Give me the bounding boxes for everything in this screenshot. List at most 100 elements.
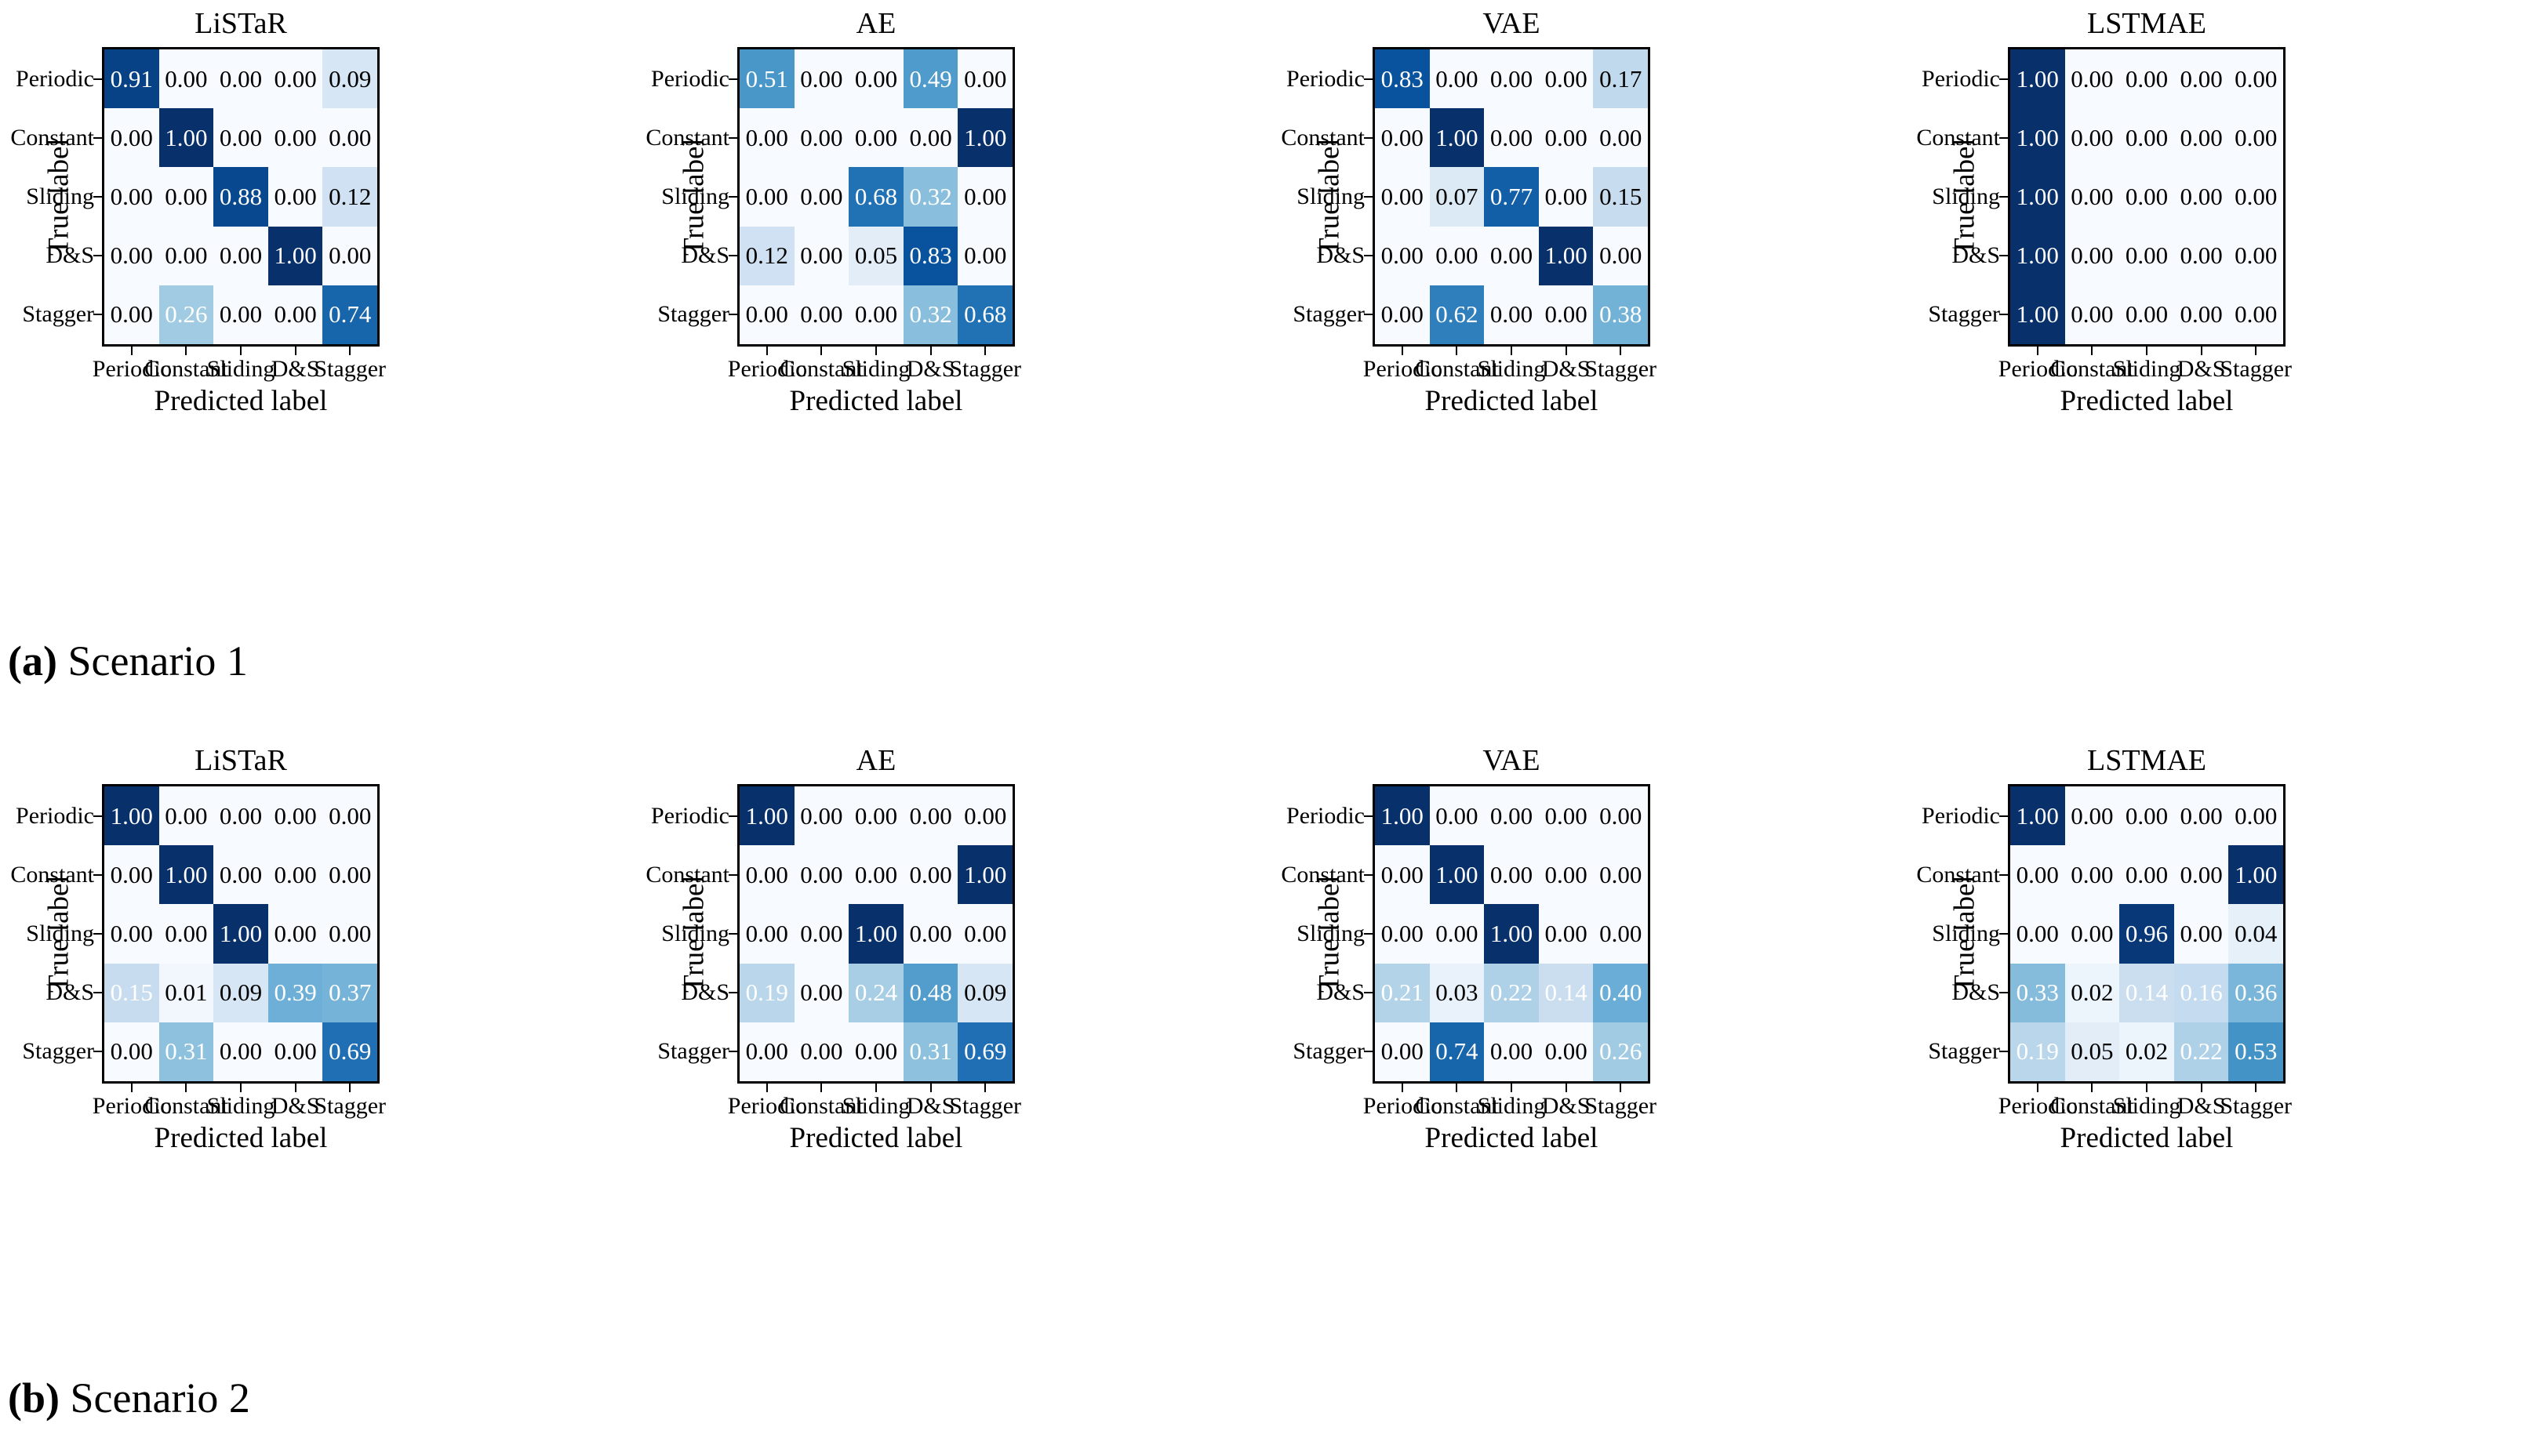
matrix-cell: 0.00	[794, 904, 849, 964]
matrix-cell: 1.00	[2010, 167, 2065, 227]
y-tick-label: D&S	[45, 242, 94, 269]
y-tick-label: Sliding	[661, 920, 729, 946]
x-tick-mark	[766, 1084, 768, 1092]
matrix-cell: 0.00	[1429, 786, 1485, 846]
matrix-cell: 0.00	[158, 904, 214, 964]
x-tick-mark	[929, 347, 932, 355]
matrix-cell: 0.00	[794, 786, 849, 846]
matrix-cell: 0.00	[213, 49, 268, 109]
matrix-cell: 0.00	[740, 904, 795, 964]
matrix-cell: 0.00	[903, 786, 958, 846]
matrix-cell: 1.00	[213, 904, 268, 964]
matrix-cell: 0.62	[1429, 285, 1485, 344]
matrix-cell: 0.24	[849, 963, 904, 1022]
matrix-cell: 0.09	[958, 963, 1013, 1022]
matrix-cell: 0.69	[958, 1022, 1013, 1081]
x-tick-label: Periodic	[727, 1093, 806, 1119]
x-axis-label: Predicted label	[1424, 385, 1598, 417]
matrix-title: LiSTaR	[195, 744, 287, 777]
x-tick-mark	[1565, 1084, 1567, 1092]
matrix-cell: 0.00	[740, 108, 795, 168]
matrix-cell: 0.69	[322, 1022, 377, 1081]
y-tick-label: Stagger	[657, 301, 729, 328]
matrix-cell: 0.00	[2173, 845, 2229, 905]
y-tick-mark	[729, 314, 737, 316]
matrix-cell: 0.00	[1593, 108, 1648, 168]
matrix-cell: 0.00	[903, 108, 958, 168]
matrix-cell: 0.74	[1429, 1022, 1485, 1081]
y-tick-mark	[1999, 992, 2008, 994]
matrix-cell: 0.00	[213, 108, 268, 168]
matrix-cell: 0.00	[849, 1022, 904, 1081]
y-tick-mark	[93, 196, 102, 198]
matrix-cell: 0.00	[740, 285, 795, 344]
confusion-matrix-listar-2: LiSTaR True label 1.00 0.00 0.00 0.00 0.00 0.…	[0, 737, 636, 1456]
matrix-cell: 0.00	[2228, 285, 2283, 344]
matrix-cell: 0.88	[213, 167, 268, 227]
x-tick-mark	[185, 347, 187, 355]
matrix-cell: 0.00	[2119, 845, 2174, 905]
matrix-cell: 0.00	[213, 845, 268, 905]
y-tick-mark	[1364, 873, 1373, 876]
heatmap-grid: 0.91 0.00 0.00 0.00 0.09 0.00 1.00 0.00 0.00 0.00…	[102, 47, 380, 347]
y-tick-label: Periodic	[1922, 802, 2000, 829]
x-tick-label: Sliding	[1477, 1093, 1546, 1119]
x-tick-mark	[984, 1084, 987, 1092]
matrix-cell: 0.00	[903, 904, 958, 964]
matrix-cell: 0.77	[1484, 167, 1539, 227]
y-tick-label: Sliding	[26, 920, 94, 946]
y-tick-mark	[1999, 873, 2008, 876]
heatmap-grid: 1.00 0.00 0.00 0.00 0.00 0.00 1.00 0.00 0.00 0.00…	[1373, 784, 1650, 1084]
matrix-cell: 0.00	[267, 786, 323, 846]
matrix-cell: 0.03	[1429, 963, 1485, 1022]
y-tick-mark	[93, 873, 102, 876]
y-tick-mark	[93, 314, 102, 316]
x-tick-mark	[2200, 1084, 2202, 1092]
y-tick-label: Constant	[10, 124, 94, 151]
matrix-cell: 0.00	[2064, 49, 2120, 109]
matrix-cell: 0.00	[1375, 167, 1430, 227]
matrix-cell: 0.09	[322, 49, 377, 109]
x-tick-label: Sliding	[842, 1093, 911, 1119]
x-tick-mark	[929, 1084, 932, 1092]
y-tick-mark	[93, 992, 102, 994]
x-tick-mark	[130, 347, 133, 355]
matrix-cell: 0.00	[2064, 226, 2120, 285]
heatmap-grid: 1.00 0.00 0.00 0.00 0.00 0.00 1.00 0.00 0.00 0.00…	[102, 784, 380, 1084]
matrix-cell: 0.68	[849, 167, 904, 227]
y-tick-mark	[729, 933, 737, 935]
x-tick-label: Sliding	[206, 1093, 275, 1119]
matrix-cell: 0.15	[1593, 167, 1648, 227]
confusion-matrix-listar-1: LiSTaR True label 0.91 0.00 0.00 0.00 0.09 0.…	[0, 0, 636, 737]
y-tick-mark	[729, 196, 737, 198]
matrix-cell: 0.00	[849, 845, 904, 905]
y-tick-mark	[729, 1051, 737, 1053]
x-tick-mark	[1565, 347, 1567, 355]
matrix-cell: 0.00	[958, 167, 1013, 227]
matrix-cell: 0.68	[958, 285, 1013, 344]
matrix-cell: 0.00	[2064, 108, 2120, 168]
x-tick-mark	[1511, 1084, 1512, 1092]
x-tick-mark	[875, 347, 877, 355]
matrix-cell: 0.00	[267, 108, 323, 168]
x-tick-label: Periodic	[1362, 356, 1442, 382]
matrix-cell: 0.31	[158, 1022, 214, 1081]
matrix-cell: 0.48	[903, 963, 958, 1022]
x-tick-mark	[349, 1084, 351, 1092]
y-tick-mark	[1364, 314, 1373, 316]
x-tick-mark	[2146, 1084, 2147, 1092]
y-tick-mark	[93, 815, 102, 817]
confusion-matrix-ae-2: AE True label 1.00 0.00 0.00 0.00 0.00 0.00 0.…	[635, 737, 1271, 1456]
x-tick-mark	[185, 1084, 187, 1092]
y-tick-mark	[729, 873, 737, 876]
matrix-cell: 1.00	[2010, 786, 2065, 846]
y-tick-mark	[1364, 136, 1373, 139]
matrix-cell: 0.00	[2119, 786, 2174, 846]
matrix-cell: 0.00	[1375, 845, 1430, 905]
y-tick-mark	[1999, 815, 2008, 817]
x-axis-label: Predicted label	[789, 385, 963, 417]
y-tick-label: Constant	[646, 861, 729, 888]
x-tick-mark	[875, 1084, 877, 1092]
matrix-cell: 0.00	[2173, 904, 2229, 964]
matrix-cell: 0.36	[2228, 963, 2283, 1022]
